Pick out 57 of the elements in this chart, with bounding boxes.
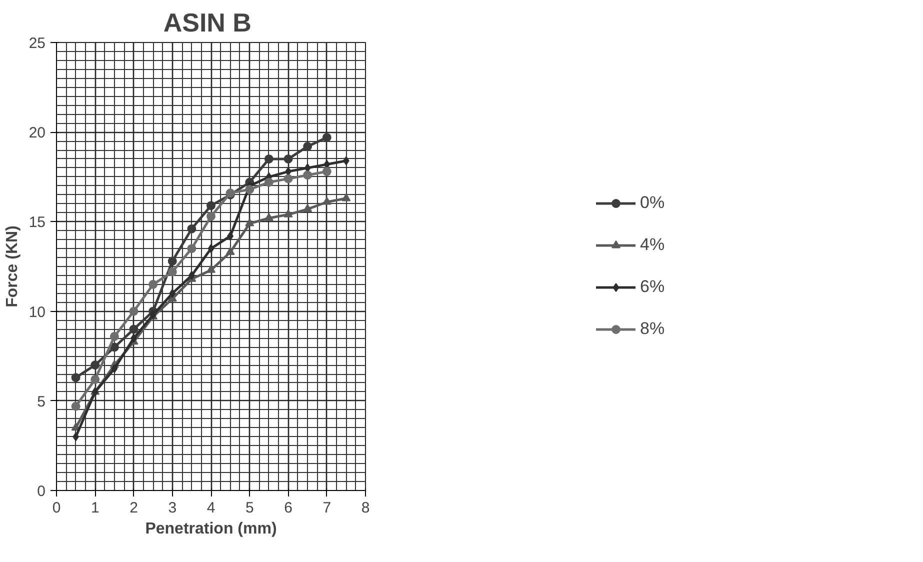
point <box>111 364 118 374</box>
y-tick-label: 15 <box>28 214 46 232</box>
y-tick-label: 10 <box>28 304 46 321</box>
point <box>245 218 254 226</box>
x-tick-label: 4 <box>206 500 216 516</box>
point <box>71 373 80 382</box>
point <box>303 170 312 180</box>
x-tick-label: 3 <box>168 500 177 516</box>
y-tick-label: 20 <box>28 124 46 142</box>
x-tick-label: 2 <box>130 500 138 516</box>
point <box>90 360 100 370</box>
x-tick-label: 7 <box>322 500 332 516</box>
y-tick-label: 0 <box>37 483 46 500</box>
point <box>110 342 119 352</box>
point <box>322 132 332 142</box>
y-tick-label: 5 <box>37 393 46 410</box>
point <box>284 154 293 164</box>
point <box>342 193 351 202</box>
point <box>303 142 312 151</box>
point <box>245 184 254 194</box>
x-tick-label: 0 <box>52 500 61 516</box>
point <box>322 196 332 205</box>
legend-label: 4% <box>640 235 666 255</box>
point <box>168 256 177 266</box>
x-tick-label: 5 <box>245 500 254 516</box>
point <box>322 167 332 176</box>
y-tick-label: 25 <box>28 35 46 52</box>
point <box>168 267 177 276</box>
point <box>264 178 274 187</box>
point <box>264 154 274 164</box>
point <box>303 204 312 212</box>
point <box>226 247 235 255</box>
point <box>169 288 176 298</box>
y-axis-title: Force (KN) <box>4 226 21 308</box>
legend-label: 6% <box>640 277 666 297</box>
point <box>264 212 274 221</box>
point <box>129 306 138 316</box>
point <box>129 324 138 334</box>
point <box>71 402 80 411</box>
point <box>187 224 196 234</box>
x-tick-label: 8 <box>361 500 370 516</box>
point <box>90 374 100 384</box>
point <box>206 201 216 210</box>
point <box>206 264 216 273</box>
x-axis-title: Penetration (mm) <box>145 520 277 538</box>
legend-label: 8% <box>640 319 666 339</box>
point <box>110 332 119 341</box>
x-tick-label: 6 <box>284 500 292 516</box>
x-tick-label: 1 <box>90 500 100 516</box>
point <box>284 174 293 184</box>
point <box>148 280 158 289</box>
chart-title: ASIN B <box>163 8 252 38</box>
point <box>208 244 214 254</box>
point <box>187 244 196 254</box>
point <box>206 212 216 221</box>
legend-label: 0% <box>640 193 666 213</box>
point <box>284 209 293 218</box>
